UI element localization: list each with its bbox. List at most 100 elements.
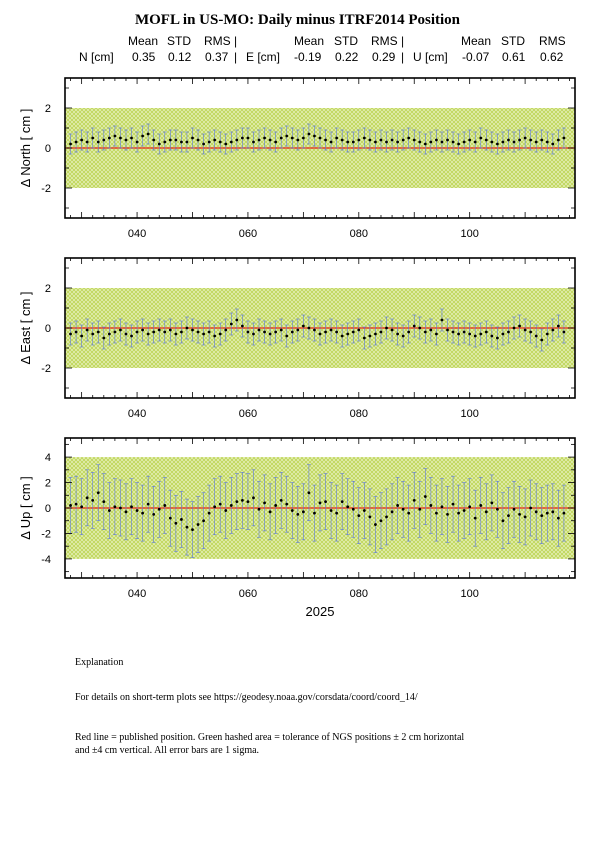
up-data-point: [346, 505, 350, 509]
east-data-point: [435, 332, 438, 336]
north-data-point: [390, 138, 394, 142]
east-data-point: [157, 328, 161, 332]
north-data-point: [385, 140, 388, 144]
north-data-point: [507, 138, 510, 142]
north-data-point: [540, 138, 544, 142]
north-data-point: [113, 134, 117, 138]
east-separator: |: [401, 50, 405, 64]
up-data-point: [229, 504, 233, 507]
east-data-point: [495, 336, 499, 340]
up-data-point: [246, 500, 250, 504]
north-data-point: [196, 138, 200, 142]
north-data-point: [490, 140, 494, 144]
east-data-point: [429, 328, 433, 332]
east-data-point: [218, 332, 222, 336]
up-data-point: [545, 511, 549, 515]
up-data-point: [174, 521, 178, 525]
north-data-point: [301, 136, 305, 140]
north-data-point: [174, 138, 178, 142]
up-data-point: [196, 523, 200, 526]
north-x-tick-label: 040: [128, 228, 146, 240]
east-std-header: STD: [334, 34, 358, 48]
north-data-point: [240, 136, 244, 140]
up-data-point: [556, 516, 560, 520]
up-data-point: [163, 504, 167, 507]
east-x-tick-label: 100: [460, 408, 478, 420]
up-data-point: [224, 509, 228, 512]
up-data-point: [124, 510, 128, 514]
north-data-point: [263, 136, 266, 140]
up-y-tick-label: 0: [45, 503, 51, 515]
north-data-point: [96, 140, 100, 144]
north-data-point: [362, 136, 366, 140]
up-data-point: [146, 502, 150, 506]
east-data-point: [74, 330, 78, 334]
up-mean-value: -0.07: [462, 50, 490, 64]
up-data-point: [313, 511, 316, 515]
north-data-point: [246, 136, 250, 140]
east-data-point: [307, 326, 311, 330]
east-data-point: [290, 330, 294, 334]
east-data-point: [362, 336, 366, 340]
north-data-point: [274, 140, 278, 144]
up-data-point: [135, 509, 139, 512]
up-data-point: [180, 518, 183, 521]
north-data-point: [407, 136, 411, 140]
up-data-point: [85, 496, 89, 500]
up-data-point: [141, 511, 145, 515]
east-data-point: [473, 334, 477, 338]
north-data-point: [235, 138, 239, 142]
east-data-point: [385, 326, 388, 330]
east-data-point: [329, 328, 333, 332]
north-mean-header: Mean: [128, 34, 159, 48]
east-data-point: [468, 332, 472, 336]
up-data-point: [152, 512, 156, 516]
east-data-point: [85, 328, 89, 332]
up-data-point: [307, 491, 311, 495]
north-data-point: [479, 136, 483, 140]
up-data-point: [418, 507, 422, 511]
up-data-point: [429, 504, 433, 507]
up-data-point: [107, 509, 111, 512]
north-data-point: [556, 138, 560, 142]
east-data-point: [479, 332, 483, 336]
north-data-point: [218, 140, 222, 144]
north-x-tick-label: 060: [239, 228, 257, 240]
east-data-point: [130, 334, 133, 338]
east-data-point: [379, 330, 383, 334]
east-x-tick-label: 060: [239, 408, 257, 420]
east-data-point: [534, 334, 538, 338]
north-data-point: [329, 140, 333, 144]
north-data-point: [91, 136, 95, 140]
north-data-point: [335, 136, 339, 140]
north-data-point: [423, 142, 427, 146]
north-data-point: [296, 138, 300, 142]
north-data-point: [451, 140, 455, 144]
up-data-point: [385, 515, 388, 519]
north-data-point: [202, 142, 205, 146]
east-data-point: [163, 330, 167, 334]
north-data-point: [562, 136, 566, 140]
x-axis-label: 2025: [306, 604, 335, 619]
up-data-point: [157, 507, 161, 511]
north-data-point: [257, 138, 261, 142]
north-data-point: [85, 140, 89, 144]
north-data-point: [324, 138, 327, 142]
east-data-point: [141, 328, 145, 332]
east-data-point: [340, 334, 344, 338]
north-data-point: [346, 140, 350, 144]
east-data-point: [540, 338, 544, 342]
up-data-point: [324, 500, 327, 504]
east-data-point: [374, 332, 377, 336]
north-y-axis-label: Δ North [ cm ]: [18, 109, 33, 188]
east-data-point: [96, 330, 100, 334]
north-std-header: STD: [167, 34, 191, 48]
east-data-point: [401, 334, 405, 338]
up-data-point: [279, 498, 283, 502]
up-y-tick-label: -4: [41, 554, 51, 566]
up-mean-header: Mean: [461, 34, 492, 48]
north-data-point: [379, 138, 383, 142]
up-data-point: [274, 504, 278, 507]
up-data-point: [462, 509, 466, 512]
north-data-point: [357, 138, 361, 142]
